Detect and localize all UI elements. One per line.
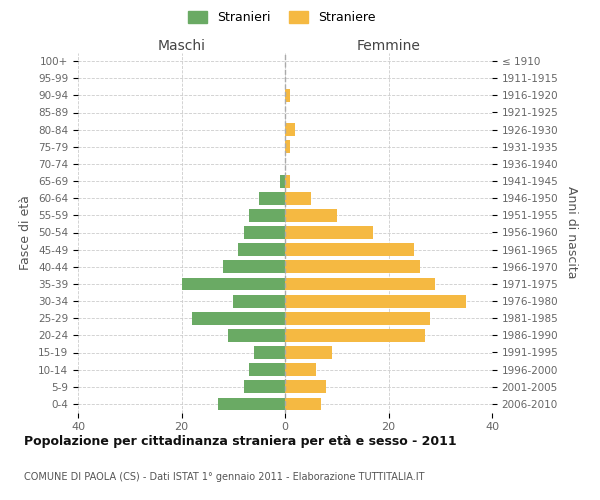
Bar [285, 226, 373, 239]
Bar [285, 380, 326, 393]
Y-axis label: Fasce di età: Fasce di età [19, 195, 32, 270]
Bar [249, 363, 285, 376]
Text: COMUNE DI PAOLA (CS) - Dati ISTAT 1° gennaio 2011 - Elaborazione TUTTITALIA.IT: COMUNE DI PAOLA (CS) - Dati ISTAT 1° gen… [24, 472, 425, 482]
Text: Femmine: Femmine [356, 38, 421, 52]
Bar [259, 192, 285, 204]
Legend: Stranieri, Straniere: Stranieri, Straniere [184, 6, 380, 29]
Bar [249, 209, 285, 222]
Bar [285, 89, 290, 102]
Bar [285, 346, 332, 359]
Bar [285, 209, 337, 222]
Bar [285, 243, 415, 256]
Bar [285, 140, 290, 153]
Bar [244, 226, 285, 239]
Bar [192, 312, 285, 324]
Bar [244, 380, 285, 393]
Bar [285, 260, 419, 273]
Text: Popolazione per cittadinanza straniera per età e sesso - 2011: Popolazione per cittadinanza straniera p… [24, 435, 457, 448]
Bar [223, 260, 285, 273]
Y-axis label: Anni di nascita: Anni di nascita [565, 186, 578, 279]
Bar [228, 329, 285, 342]
Bar [238, 243, 285, 256]
Bar [285, 278, 435, 290]
Bar [280, 174, 285, 188]
Bar [218, 398, 285, 410]
Bar [254, 346, 285, 359]
Bar [182, 278, 285, 290]
Bar [285, 123, 295, 136]
Text: Maschi: Maschi [157, 38, 205, 52]
Bar [285, 312, 430, 324]
Bar [285, 329, 425, 342]
Bar [285, 398, 321, 410]
Bar [233, 294, 285, 308]
Bar [285, 192, 311, 204]
Bar [285, 294, 466, 308]
Bar [285, 363, 316, 376]
Bar [285, 174, 290, 188]
